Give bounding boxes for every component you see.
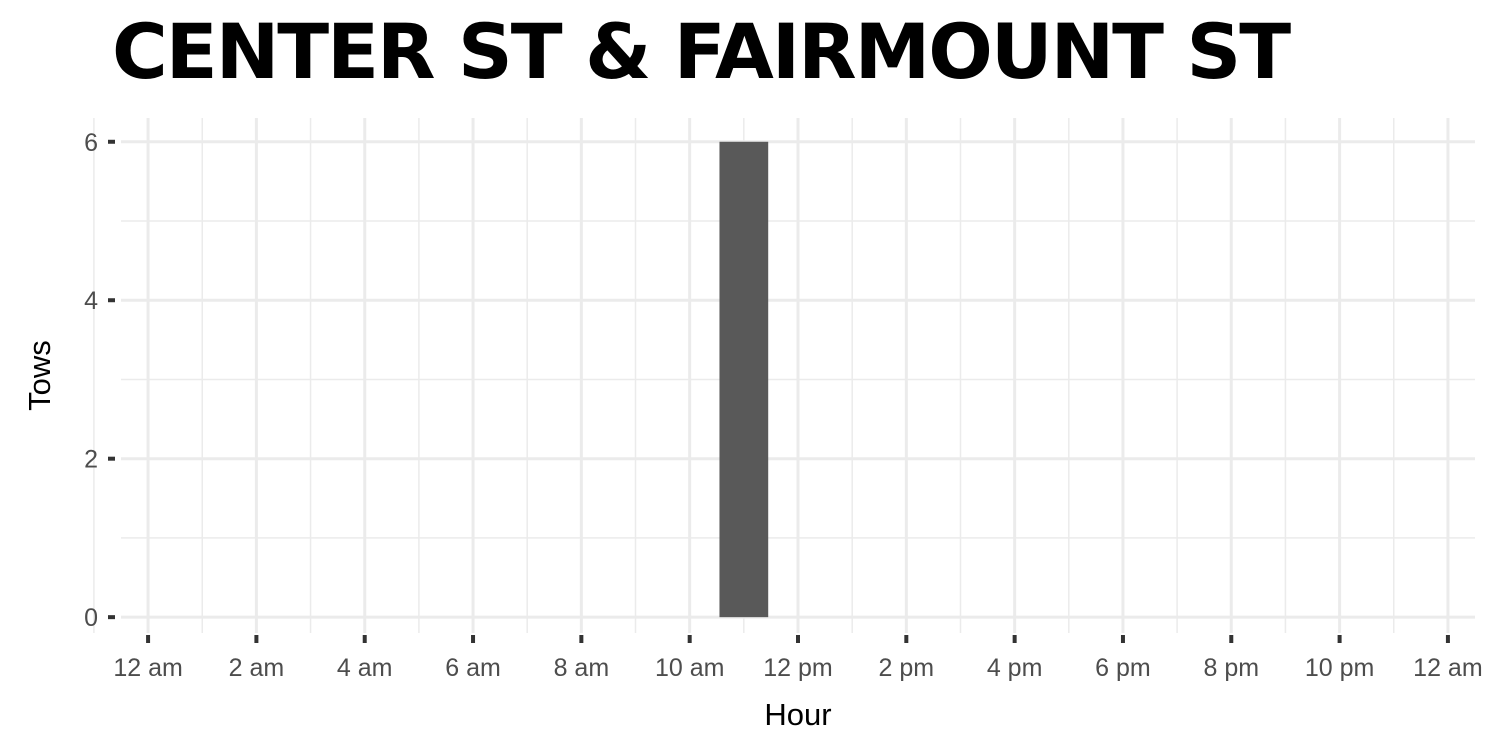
x-tick-label: 8 pm [1203, 654, 1259, 682]
y-axis-title: Tows [22, 340, 57, 411]
y-axis: 0 2 4 6 [84, 129, 115, 632]
major-gridlines [121, 118, 1475, 633]
x-tick-label: 12 am [113, 654, 182, 682]
x-axis-title: Hour [764, 697, 831, 732]
x-tick-label: 6 pm [1095, 654, 1151, 682]
y-tick-label: 2 [84, 446, 98, 474]
x-tick-label: 12 pm [763, 654, 832, 682]
y-tick-label: 4 [84, 287, 98, 315]
y-tick-label: 0 [84, 604, 98, 632]
bar [719, 141, 769, 618]
x-tick-label: 4 pm [987, 654, 1043, 682]
x-tick-label: 4 am [337, 654, 393, 682]
x-tick-label: 2 am [229, 654, 285, 682]
x-tick-label: 10 pm [1305, 654, 1374, 682]
y-tick-label: 6 [84, 129, 98, 157]
bars [719, 141, 769, 618]
chart-title: CENTER ST & FAIRMOUNT ST [112, 7, 1291, 96]
x-tick-label: 8 am [554, 654, 610, 682]
x-tick-label: 10 am [655, 654, 724, 682]
x-tick-label: 12 am [1413, 654, 1482, 682]
x-axis: 12 am 2 am 4 am 6 am 8 am 10 am 12 pm 2 pm 4 pm 6… [113, 635, 1483, 682]
x-tick-label: 2 pm [879, 654, 935, 682]
x-tick-label: 6 am [445, 654, 501, 682]
